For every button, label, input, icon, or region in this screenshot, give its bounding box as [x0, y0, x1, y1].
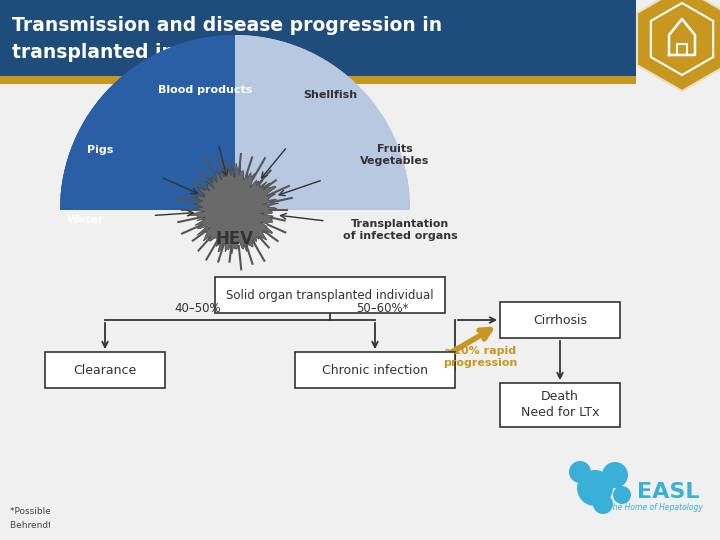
Polygon shape [60, 35, 235, 385]
Text: Chronic infection: Chronic infection [322, 363, 428, 376]
Polygon shape [637, 0, 720, 91]
Circle shape [613, 486, 631, 504]
Text: HEV: HEV [216, 230, 254, 248]
Text: Solid organ transplanted individual: Solid organ transplanted individual [226, 288, 434, 301]
Bar [45, 352, 165, 388]
Polygon shape [235, 35, 410, 385]
Polygon shape [187, 163, 279, 254]
Text: 50–60%*: 50–60%* [356, 302, 409, 315]
Text: ~10% rapid
progression: ~10% rapid progression [443, 346, 517, 368]
Text: Transplantation
of infected organs: Transplantation of infected organs [343, 219, 457, 241]
Bar [500, 383, 620, 427]
Bar [50, 210, 420, 540]
Bar [295, 352, 455, 388]
Text: The Home of Hepatology: The Home of Hepatology [608, 503, 703, 512]
Circle shape [577, 470, 613, 506]
Wedge shape [60, 35, 235, 210]
Bar [215, 277, 445, 313]
Circle shape [602, 462, 628, 488]
Text: Death
Need for LTx: Death Need for LTx [521, 390, 599, 420]
Bar [0, 76, 636, 84]
Polygon shape [60, 35, 235, 210]
Bar [500, 302, 620, 338]
Wedge shape [60, 210, 235, 385]
Text: Fruits
Vegetables: Fruits Vegetables [360, 144, 430, 166]
Text: Blood products: Blood products [158, 85, 252, 95]
Wedge shape [235, 35, 410, 210]
Text: Water: Water [66, 215, 104, 225]
Polygon shape [60, 210, 235, 385]
Bar [0, 195, 720, 540]
Text: *Possible increased likelihood for LTx recipients, only GT 3: *Possible increased likelihood for LTx r… [10, 508, 273, 516]
Text: Shellfish: Shellfish [303, 90, 357, 100]
Text: Cirrhosis: Cirrhosis [533, 314, 587, 327]
Text: Transmission and disease progression in
transplanted individuals: Transmission and disease progression in … [12, 16, 442, 62]
Text: Behrendt P, et al. J Hepatol 2014;61:1418–29: Behrendt P, et al. J Hepatol 2014;61:141… [10, 522, 214, 530]
Bar [0, 0, 636, 78]
Text: Clearance: Clearance [73, 363, 137, 376]
Wedge shape [235, 210, 410, 385]
Circle shape [569, 461, 591, 483]
Text: 40–50%: 40–50% [174, 302, 221, 315]
Bar [55, 205, 415, 390]
Bar [50, 208, 420, 540]
Polygon shape [235, 35, 410, 210]
Circle shape [593, 494, 613, 514]
Text: Pigs: Pigs [87, 145, 113, 155]
Text: EASL: EASL [637, 482, 700, 502]
